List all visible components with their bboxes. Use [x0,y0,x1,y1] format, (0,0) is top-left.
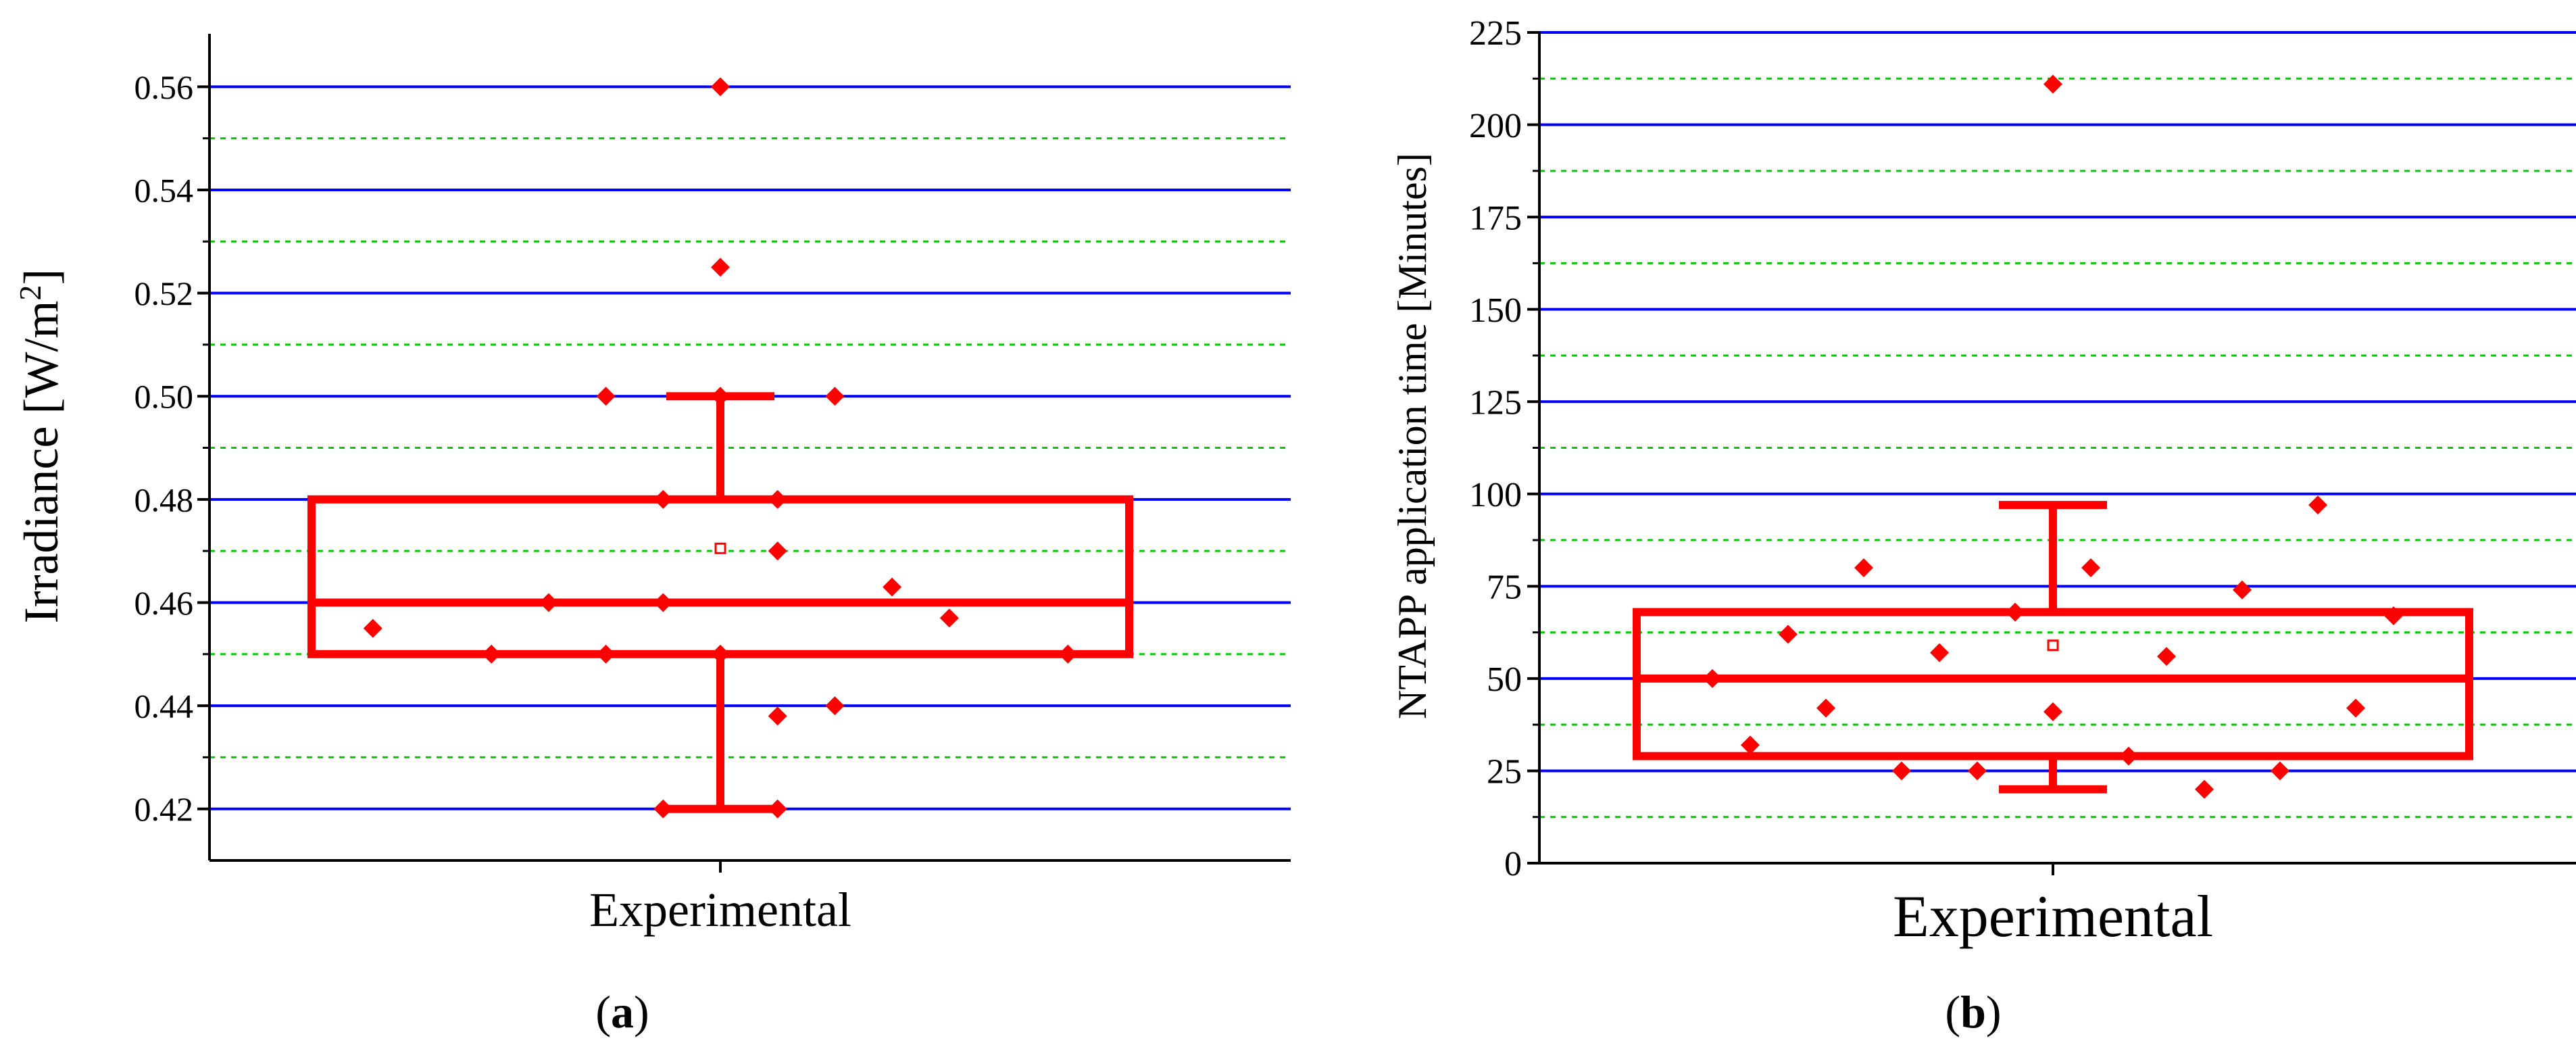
panel-a-y-tick-label: 0.54 [134,171,194,209]
panel-a-y-tick-label: 0.56 [134,68,194,106]
panel-b-data-point [2044,702,2062,722]
panel-a-data-point [768,489,787,509]
panel-a-data-point [1058,644,1078,664]
panel-a-box-plot [307,392,1133,813]
panel-a-data-point [711,387,730,406]
panel-a-y-axis-label: Irradiance [W/m2] [13,269,69,624]
panel-b-x-category-label: Experimental [1893,884,2213,950]
panel-b-axes [1527,31,2576,875]
panel-b-data-point [1930,643,1949,662]
panel-a-y-tick-label: 0.52 [134,274,194,312]
panel-a-tick-labels: 0.42 0.44 0.46 0.48 0.50 0.52 0.54 0.56 [134,68,194,828]
panel-a-data-point [596,644,616,664]
panel-a-data-point [653,799,673,819]
panel-b-data-point [1779,625,1798,644]
panel-a-data-point [653,489,673,509]
panel-a-data-point [539,593,558,612]
panel-b-y-tick-label: 200 [1469,107,1522,145]
panel-b-data-point [1892,761,1911,781]
panel-a-data-point [653,593,673,612]
panel-a-panel-label: (a) [595,986,649,1038]
panel-b-y-tick-label: 125 [1469,383,1522,422]
panel-a-data-point [825,387,845,406]
panel-a-x-category-label: Experimental [589,883,851,937]
panel-b-data-point [2308,495,2327,515]
panel-b-data-point [2346,698,2365,718]
panel-b-minor-grid [1539,77,2576,819]
panel-a-chart: 0.42 0.44 0.46 0.48 0.50 0.52 0.54 0.56 Irradia… [13,34,1291,1038]
panel-a-y-tick-label: 0.44 [134,687,194,725]
panel-b-major-grid [1539,31,2576,773]
panel-b-y-tick-label: 0 [1504,845,1522,883]
panel-b-y-tick-label: 75 [1487,568,1522,607]
panel-b-data-point [1854,558,1873,578]
panel-a-data-point [711,644,730,664]
panel-b-y-axis-label: NTAPP application time [Minutes] [1390,153,1435,719]
panel-a-mean-marker [714,542,726,554]
panel-b-data-points [1703,74,2403,799]
panel-b-y-tick-label: 225 [1469,14,1522,53]
panel-b-data-point [1741,735,1760,755]
panel-b-data-point [2233,580,2252,600]
panel-a-minor-grid [209,137,1291,758]
panel-a-data-point [825,696,845,716]
panel-a-y-tick-label: 0.50 [134,378,194,416]
panel-b-data-point [2157,647,2176,666]
panel-a-data-point [482,644,501,664]
panel-b-data-point [1703,668,1722,688]
panel-b-y-tick-label: 175 [1469,199,1522,237]
panel-b-data-point [1968,761,1987,781]
panel-a-data-point [711,258,730,277]
panel-a-data-point [768,799,787,819]
panel-a-data-points [363,77,1078,819]
panel-b-y-tick-label: 150 [1469,291,1522,330]
panel-a-data-point [711,77,730,97]
panel-b-chart: 0 25 50 75 100 125 150 175 200 225 NTAPP applicat… [1390,14,2576,1038]
panel-a-data-point [363,618,382,638]
panel-b-data-point [2119,746,2138,766]
panel-b-iqr-box [1633,608,2473,760]
panel-b-y-tick-label: 50 [1487,660,1522,699]
panel-b-data-point [2384,606,2403,626]
panel-b-y-tick-label: 25 [1487,753,1522,792]
panel-b-mean-marker [2047,639,2059,652]
panel-a-data-point [596,387,616,406]
panel-a-iqr-box [307,495,1133,658]
panel-a-y-tick-label: 0.42 [134,790,194,828]
panel-a-data-point [768,541,787,561]
panel-b-data-point [1816,698,1835,718]
panel-b-panel-label: (b) [1945,986,2001,1038]
panel-b-data-point [2006,602,2025,622]
panel-a-axes [197,34,1291,873]
panel-b-data-point [2044,74,2062,94]
panel-b-box-plot [1633,501,2473,794]
panel-a-y-tick-label: 0.48 [134,481,194,518]
panel-a-data-point [939,608,959,628]
panel-b-data-point [2081,558,2100,578]
panel-b-tick-labels: 0 25 50 75 100 125 150 175 200 225 [1469,14,1522,883]
panel-b-data-point [2271,761,2289,781]
panel-a-data-point [768,706,787,726]
panel-b-data-point [2195,779,2214,799]
panel-a-data-point [883,577,902,597]
panel-b-y-tick-label: 100 [1469,476,1522,514]
panel-a-y-tick-label: 0.46 [134,584,194,622]
